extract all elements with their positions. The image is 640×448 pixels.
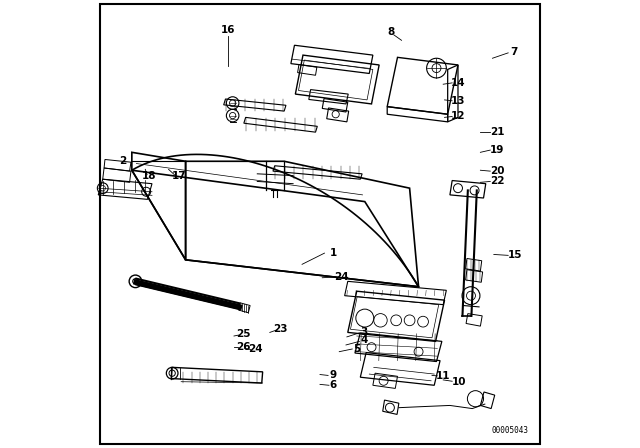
Text: 17: 17 (172, 171, 186, 181)
Text: 18: 18 (141, 171, 156, 181)
Text: 24: 24 (248, 345, 262, 354)
Text: 19: 19 (490, 145, 504, 155)
Text: 21: 21 (490, 127, 504, 137)
Text: 3: 3 (360, 327, 367, 336)
Text: 16: 16 (221, 26, 236, 35)
Text: 8: 8 (387, 27, 394, 37)
Text: 11: 11 (436, 371, 451, 381)
Text: 25: 25 (236, 329, 250, 339)
Text: 10: 10 (452, 377, 466, 387)
Text: 00005043: 00005043 (492, 426, 529, 435)
Text: 15: 15 (508, 250, 522, 260)
Text: 2: 2 (119, 156, 127, 166)
Text: 24: 24 (334, 272, 349, 282)
Text: 23: 23 (273, 324, 288, 334)
Text: 4: 4 (360, 336, 367, 345)
Text: 13: 13 (451, 96, 465, 106)
Text: 12: 12 (451, 112, 465, 121)
Text: 9: 9 (330, 370, 337, 380)
Text: 14: 14 (451, 78, 465, 88)
Text: 6: 6 (330, 380, 337, 390)
Text: 20: 20 (490, 166, 504, 176)
Text: 7: 7 (510, 47, 517, 56)
Text: 22: 22 (490, 177, 504, 186)
Text: 26: 26 (236, 342, 250, 352)
Text: 5: 5 (353, 344, 360, 353)
Text: 1: 1 (330, 248, 337, 258)
